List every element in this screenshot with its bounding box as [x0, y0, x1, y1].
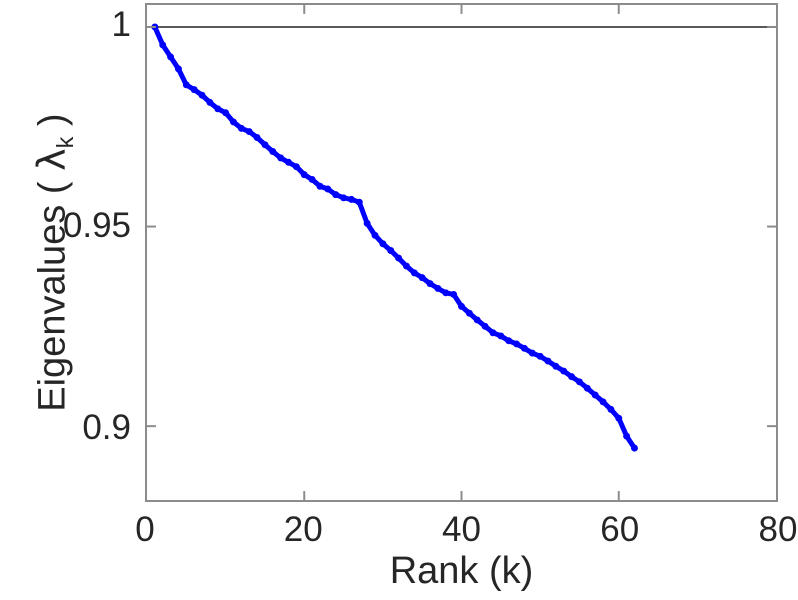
data-point	[230, 118, 237, 126]
data-point	[237, 124, 245, 132]
data-point	[261, 141, 269, 149]
tick-mark-group	[147, 5, 776, 500]
data-point	[583, 384, 591, 392]
y-tick-label: 1	[111, 5, 131, 45]
data-point	[174, 65, 182, 73]
data-point	[347, 195, 355, 203]
data-point	[269, 148, 277, 155]
data-point	[363, 219, 371, 227]
data-point	[489, 329, 497, 337]
data-point	[214, 105, 222, 113]
data-point	[316, 182, 324, 190]
data-point	[340, 194, 348, 202]
data-point	[410, 269, 418, 277]
data-point	[167, 53, 175, 61]
data-point	[245, 128, 253, 136]
data-point	[371, 231, 379, 239]
data-point	[560, 367, 568, 375]
x-axis-tick-labels: 0 20 40 60 80	[0, 512, 798, 558]
data-point	[206, 98, 214, 106]
data-point	[575, 378, 583, 386]
data-point	[497, 332, 505, 340]
x-tick-label: 0	[135, 510, 155, 549]
data-point	[402, 262, 410, 270]
data-point	[481, 322, 489, 330]
plot-canvas	[147, 5, 776, 500]
data-point	[324, 185, 332, 193]
data-point	[591, 391, 599, 399]
data-point	[520, 344, 528, 352]
data-point	[599, 398, 607, 406]
data-point	[379, 240, 387, 248]
data-point	[544, 357, 552, 365]
data-point	[465, 309, 473, 317]
data-point	[568, 373, 576, 381]
data-point	[182, 81, 190, 89]
data-point	[442, 289, 450, 297]
data-point	[607, 405, 615, 413]
data-point	[308, 175, 316, 183]
y-axis-title-suffix: )	[31, 113, 74, 137]
data-point	[458, 302, 465, 310]
data-point	[434, 284, 442, 292]
y-tick-label: 0.95	[62, 206, 131, 246]
y-axis-tick-labels: 0.9 0.95 1	[0, 0, 131, 600]
data-point	[426, 280, 434, 288]
x-tick-label: 20	[283, 510, 323, 549]
y-axis-title: Eigenvalues ( λk )	[29, 13, 79, 513]
data-point	[300, 171, 308, 179]
lambda-subscript: k	[52, 136, 79, 149]
data-point	[395, 254, 403, 262]
x-axis-title: Rank (k)	[389, 550, 534, 592]
data-point	[615, 414, 623, 422]
data-point	[623, 432, 631, 440]
data-point	[159, 41, 167, 49]
data-point	[198, 91, 206, 99]
data-point	[253, 134, 261, 142]
data-series-group	[151, 23, 638, 452]
data-point	[355, 198, 363, 206]
series-line-eigenvalues	[155, 27, 635, 448]
data-point	[528, 349, 536, 357]
data-point	[190, 86, 198, 94]
data-point	[552, 362, 560, 370]
plot-area	[145, 3, 778, 502]
data-point	[450, 290, 458, 298]
data-point	[387, 247, 395, 254]
data-point	[418, 274, 426, 282]
data-point	[536, 352, 544, 360]
data-point	[277, 154, 285, 162]
data-point	[630, 444, 638, 452]
data-point	[513, 340, 521, 348]
lambda-symbol: λ	[29, 148, 74, 171]
x-tick-label: 80	[758, 510, 798, 549]
data-point	[505, 337, 513, 345]
y-axis-title-prefix: Eigenvalues (	[31, 170, 74, 412]
data-point	[285, 158, 293, 166]
data-point	[222, 109, 230, 117]
x-tick-label: 60	[600, 510, 640, 549]
x-tick-label: 40	[442, 510, 481, 549]
data-point	[473, 316, 481, 324]
data-point	[332, 191, 340, 199]
data-point	[292, 163, 300, 171]
y-tick-label: 0.9	[82, 407, 131, 447]
